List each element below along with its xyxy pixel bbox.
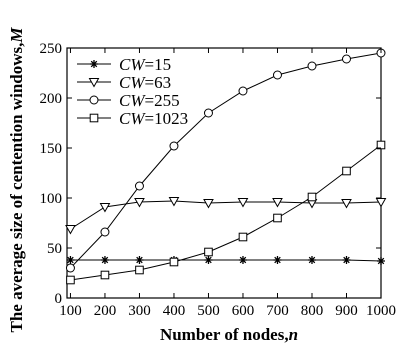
- data-point-square: [238, 232, 248, 242]
- y-axis-label-text: The average size of centention windows,: [7, 43, 26, 333]
- x-axis-label: Number of nodes,n: [160, 325, 298, 344]
- legend-entry: CW=1023: [77, 109, 188, 128]
- legend-label: CW=63: [119, 73, 171, 92]
- data-point-circle: [238, 86, 248, 96]
- data-point-star: [135, 256, 144, 264]
- data-point-circle: [134, 181, 144, 191]
- data-point-star: [273, 256, 282, 264]
- data-point-square: [204, 247, 213, 257]
- y-axis-label: The average size of centention windows,M: [7, 27, 26, 333]
- series-line-circle: [70, 52, 382, 269]
- legend-label: CW=15: [119, 55, 171, 74]
- x-tick-label: 1000: [366, 303, 396, 319]
- data-point-circle: [272, 70, 282, 80]
- plot-frame: [66, 47, 382, 299]
- data-point-circle: [307, 61, 317, 71]
- data-point-square: [135, 265, 144, 275]
- data-point-star: [377, 257, 385, 265]
- data-point-circle: [203, 108, 213, 118]
- data-point-triangle-down: [99, 203, 111, 213]
- x-axis-label-var: n: [289, 325, 298, 344]
- legend-label: CW=1023: [119, 109, 188, 128]
- x-tick-label: 700: [266, 303, 289, 319]
- data-point-triangle-down: [203, 199, 214, 209]
- data-point-circle: [100, 227, 110, 237]
- data-point-triangle-down: [168, 197, 180, 207]
- data-point-star: [204, 256, 213, 264]
- data-point-star: [238, 256, 247, 264]
- series-line-square: [70, 144, 382, 281]
- legend-marker-star: [90, 60, 98, 68]
- data-point-square: [273, 213, 282, 223]
- y-tick-label: 250: [40, 41, 63, 57]
- data-point-triangle-down: [237, 198, 249, 208]
- y-axis-label-var: M: [7, 27, 26, 44]
- data-point-star: [307, 256, 316, 264]
- x-tick-label: 100: [59, 303, 82, 319]
- legend-marker-square: [89, 113, 99, 123]
- data-point-square: [307, 192, 317, 202]
- data-point-circle: [65, 263, 75, 273]
- x-tick-label: 300: [128, 303, 151, 319]
- data-point-triangle-down: [134, 198, 145, 208]
- data-point-triangle-down: [341, 199, 352, 209]
- legend-entry: CW=63: [77, 73, 171, 92]
- legend-entry: CW=15: [77, 55, 171, 74]
- y-tick-label: 0: [55, 291, 63, 307]
- data-point-circle: [169, 141, 179, 151]
- data-point-square: [342, 166, 351, 176]
- x-axis-label-text: Number of nodes,: [160, 325, 289, 344]
- x-tick-label: 400: [163, 303, 186, 319]
- x-tick-label: 200: [94, 303, 117, 319]
- series-line-star: [70, 259, 382, 262]
- data-point-star: [342, 256, 351, 264]
- y-tick-label: 200: [40, 91, 63, 107]
- data-point-star: [66, 256, 75, 264]
- series-line-triangle-down: [70, 200, 382, 230]
- y-tick-label: 100: [40, 191, 63, 207]
- x-tick-label: 900: [335, 303, 358, 319]
- legend-marker-circle: [89, 95, 99, 105]
- data-point-circle: [341, 54, 351, 64]
- x-tick-label: 800: [301, 303, 324, 319]
- data-point-star: [100, 256, 109, 264]
- data-point-square: [66, 275, 75, 285]
- data-point-triangle-down: [65, 225, 76, 235]
- legend-label: CW=255: [119, 91, 180, 110]
- data-point-triangle-down: [272, 198, 283, 208]
- legend-entry: CW=255: [77, 91, 180, 110]
- y-tick-label: 150: [40, 141, 63, 157]
- data-point-square: [100, 270, 110, 280]
- data-point-square: [376, 140, 386, 150]
- data-point-square: [169, 257, 179, 267]
- y-tick-label: 50: [47, 241, 62, 257]
- x-tick-label: 500: [197, 303, 220, 319]
- x-tick-label: 600: [232, 303, 255, 319]
- legend-marker-triangle-down: [88, 78, 100, 88]
